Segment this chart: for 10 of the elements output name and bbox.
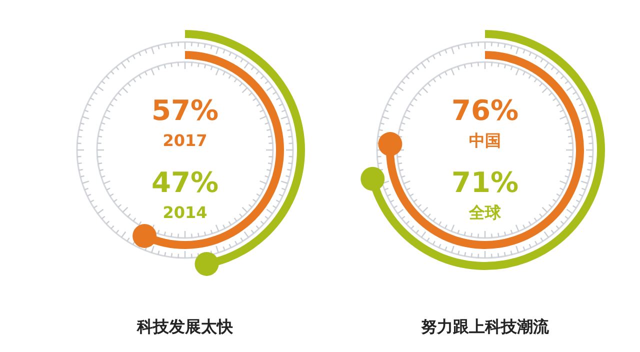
category-label: 2017 — [162, 131, 208, 150]
category-label: 2014 — [162, 203, 208, 222]
text: 努力跟上科技潮流 — [421, 317, 550, 336]
data-label: 57% — [151, 94, 219, 127]
data-label: 76% — [451, 94, 519, 127]
data-label: 71% — [451, 166, 519, 199]
data-label: 47% — [151, 166, 219, 199]
category-label: 全球 — [468, 203, 502, 222]
category-label: 中国 — [469, 131, 501, 150]
text: 科技发展太快 — [136, 317, 234, 336]
